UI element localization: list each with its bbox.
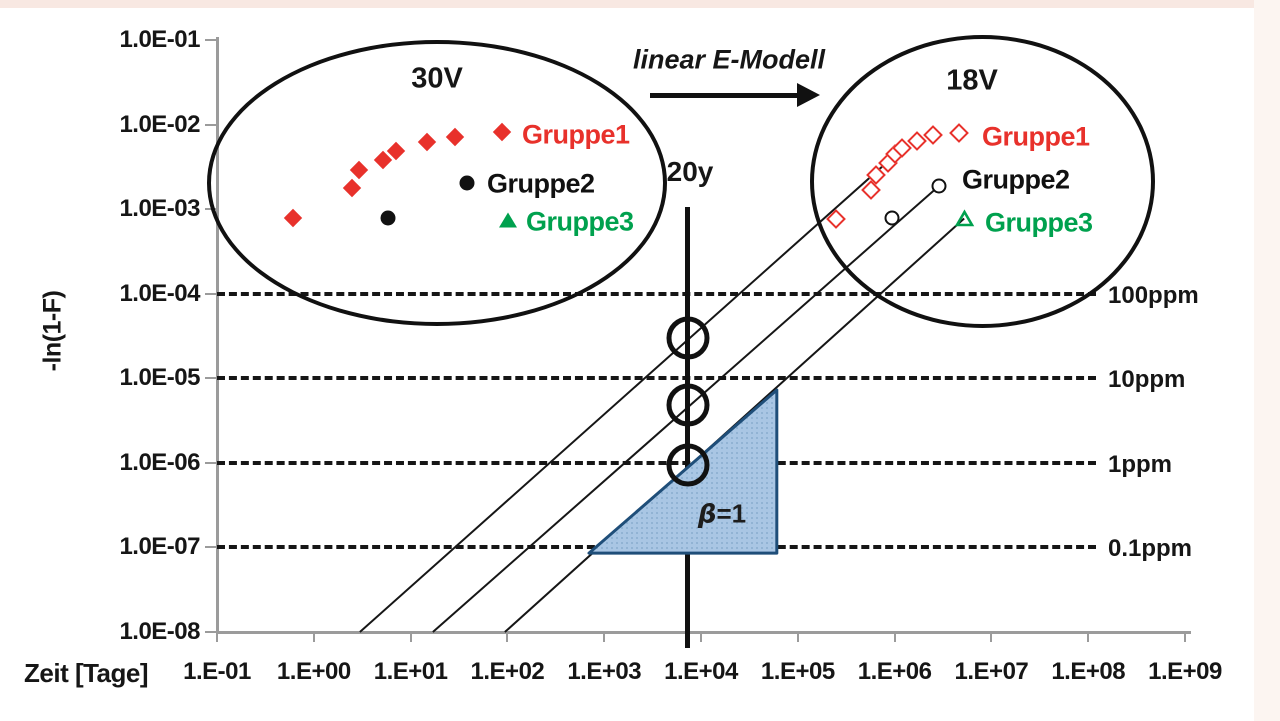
- x-tick-label: 1.E+03: [567, 657, 642, 685]
- y-tick: [205, 377, 217, 380]
- x-tick: [796, 631, 799, 642]
- x-tick: [409, 631, 412, 642]
- x-tick-label: 1.E+02: [470, 657, 545, 685]
- x-tick-label: 1.E+07: [954, 657, 1029, 685]
- page-top-strip: [0, 0, 1280, 8]
- diamond-filled-icon: [492, 122, 512, 142]
- ellipse-30v-title: 30V: [411, 62, 463, 95]
- ellipse-30v: [207, 40, 667, 326]
- y-tick-label: 1.0E-03: [119, 195, 200, 223]
- x-tick: [1184, 631, 1186, 642]
- x-axis-title: Zeit [Tage]: [24, 658, 149, 688]
- legend-30v-label-gruppe2: Gruppe2: [487, 168, 595, 199]
- x-tick: [893, 631, 896, 642]
- reference-line: [217, 291, 1096, 296]
- y-axis: [216, 37, 219, 632]
- x-tick-label: 1.E+01: [373, 657, 448, 685]
- diamond-filled-icon: [349, 160, 368, 180]
- y-tick-label: 1.0E-02: [119, 110, 200, 138]
- reference-line: [217, 460, 1096, 465]
- model-arrow-head-icon: [797, 83, 820, 107]
- diamond-hollow-icon: [949, 123, 969, 143]
- vertical-line-20y: [685, 207, 691, 648]
- slope-label: β=1: [698, 499, 746, 530]
- y-tick: [205, 292, 217, 295]
- model-arrow-shaft: [650, 93, 798, 98]
- x-tick-label: 1.E+05: [760, 657, 835, 685]
- diamond-hollow-icon: [826, 209, 847, 230]
- x-tick-label: 1.E+04: [664, 657, 738, 685]
- x-tick: [700, 631, 702, 642]
- legend-18v-label-gruppe2: Gruppe2: [962, 164, 1070, 195]
- x-tick: [990, 631, 993, 642]
- legend-18v-label-gruppe1: Gruppe1: [982, 121, 1090, 152]
- y-tick: [205, 630, 217, 633]
- reference-line: [217, 376, 1096, 381]
- intersection-circle-icon: [666, 316, 710, 360]
- circle-filled-icon: [459, 175, 475, 191]
- reference-line-label: 10ppm: [1108, 366, 1186, 394]
- x-tick: [506, 631, 509, 642]
- legend-30v-label-gruppe1: Gruppe1: [522, 119, 630, 150]
- y-tick: [205, 123, 217, 126]
- legend-18v-label-gruppe3: Gruppe3: [985, 207, 1093, 238]
- triangle-filled-icon: [499, 212, 517, 228]
- diamond-filled-icon: [343, 178, 362, 197]
- diamond-filled-icon: [445, 127, 465, 147]
- circle-hollow-icon: [884, 210, 900, 226]
- legend-30v-label-gruppe3: Gruppe3: [526, 206, 634, 237]
- x-tick: [603, 631, 606, 642]
- beta-symbol: β: [697, 499, 717, 530]
- reference-line-label: 0.1ppm: [1108, 535, 1193, 563]
- y-tick-label: 1.0E-01: [119, 26, 200, 53]
- diamond-filled-icon: [283, 208, 303, 227]
- reference-line-label: 100ppm: [1108, 281, 1199, 309]
- beta-value: =1: [716, 498, 747, 529]
- triangle-hollow-icon: [954, 209, 975, 227]
- x-tick-label: 1.E-01: [183, 657, 251, 685]
- x-tick-label: 1.E+06: [857, 657, 932, 685]
- x-tick: [312, 631, 315, 642]
- x-axis: [217, 630, 1191, 634]
- y-tick: [205, 546, 217, 549]
- ellipse-18v-title: 18V: [946, 64, 998, 97]
- y-tick: [205, 39, 217, 41]
- intersection-circle-icon: [666, 383, 710, 427]
- model-label: linear E-Modell: [632, 44, 826, 75]
- y-tick-label: 1.0E-04: [119, 279, 200, 307]
- x-tick-label: 1.E+00: [276, 657, 351, 685]
- x-tick: [216, 631, 218, 642]
- y-tick-label: 1.0E-07: [119, 533, 200, 561]
- x-tick-label: 1.E+09: [1148, 657, 1222, 685]
- ellipse-18v: [810, 35, 1155, 328]
- page-right-strip: [1254, 0, 1280, 721]
- x-tick-label: 1.E+08: [1051, 657, 1126, 685]
- diamond-filled-icon: [417, 132, 437, 152]
- y-tick: [205, 461, 217, 464]
- intersection-circle-icon: [666, 443, 710, 487]
- circle-hollow-icon: [931, 178, 947, 194]
- y-tick-label: 1.0E-05: [119, 364, 200, 392]
- x-tick: [1087, 631, 1090, 642]
- circle-filled-icon: [380, 210, 396, 226]
- time-marker-label: 20y: [666, 156, 714, 187]
- y-tick-label: 1.0E-08: [119, 617, 200, 645]
- y-tick-label: 1.0E-06: [119, 448, 200, 476]
- reference-line-label: 1ppm: [1108, 450, 1173, 478]
